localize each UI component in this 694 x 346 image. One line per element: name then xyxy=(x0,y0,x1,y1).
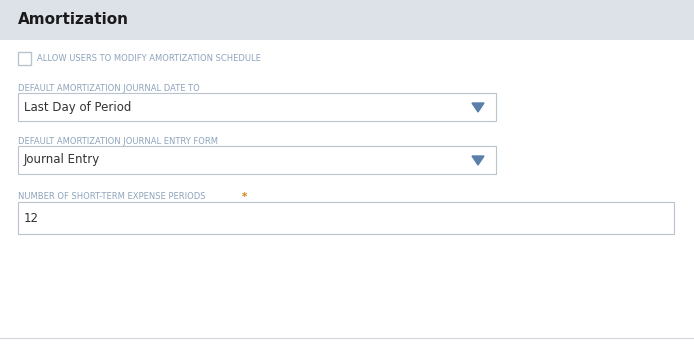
Bar xyxy=(18,93,496,121)
Text: Last Day of Period: Last Day of Period xyxy=(24,100,131,113)
Text: ALLOW USERS TO MODIFY AMORTIZATION SCHEDULE: ALLOW USERS TO MODIFY AMORTIZATION SCHED… xyxy=(37,54,261,63)
Bar xyxy=(18,146,496,174)
Bar xyxy=(18,202,674,234)
Bar xyxy=(18,52,31,65)
Text: Amortization: Amortization xyxy=(18,12,129,27)
Bar xyxy=(0,0,694,40)
Text: Journal Entry: Journal Entry xyxy=(24,154,100,166)
Text: *: * xyxy=(242,192,247,202)
Text: NUMBER OF SHORT-TERM EXPENSE PERIODS: NUMBER OF SHORT-TERM EXPENSE PERIODS xyxy=(18,192,205,201)
Polygon shape xyxy=(472,103,484,112)
Text: 12: 12 xyxy=(24,211,39,225)
Text: DEFAULT AMORTIZATION JOURNAL DATE TO: DEFAULT AMORTIZATION JOURNAL DATE TO xyxy=(18,84,200,93)
Polygon shape xyxy=(472,156,484,165)
Text: DEFAULT AMORTIZATION JOURNAL ENTRY FORM: DEFAULT AMORTIZATION JOURNAL ENTRY FORM xyxy=(18,137,218,146)
